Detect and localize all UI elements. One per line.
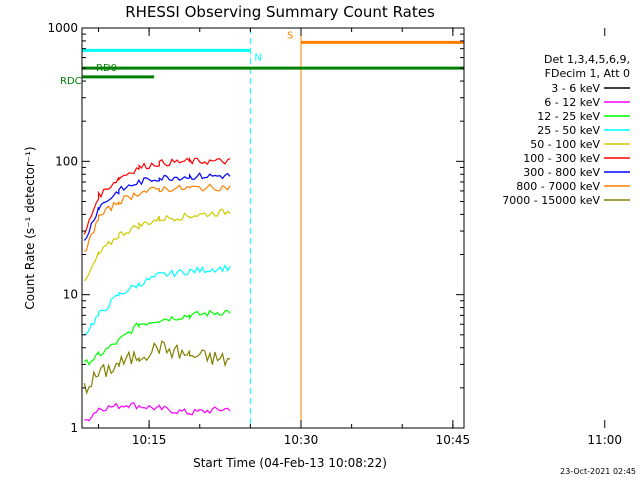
y-tick-label-0: 1 [70, 421, 78, 435]
legend-label-1: 6 - 12 keV [544, 96, 600, 109]
legend-label-8: 7000 - 15000 keV [502, 194, 600, 207]
legend-header-line-1: Det 1,3,4,5,6,9, [544, 53, 630, 66]
legend-header-line-2: FDecim 1, Att 0 [545, 67, 630, 80]
x-tick-label-2: 10:45 [436, 433, 471, 447]
datestamp: 23-Oct-2021 02:45 [560, 467, 636, 476]
x-tick-label-0: 10:15 [132, 433, 167, 447]
y-axis-label: Count Rate (s⁻¹ detector⁻¹) [23, 146, 37, 309]
series-line-8 [83, 340, 231, 395]
x-tick-label-3: 11:00 [587, 433, 622, 447]
marker-label-0: S [287, 30, 293, 41]
series-line-1 [84, 402, 231, 422]
series-line-7 [83, 183, 231, 253]
marker-label-4: RD0 [96, 63, 117, 74]
marker-label-5: RDC [60, 76, 82, 87]
series-line-4 [83, 208, 231, 282]
series-line-5 [83, 156, 231, 235]
legend-label-3: 25 - 50 keV [537, 124, 600, 137]
series-line-3 [84, 263, 231, 335]
axes: 10:1510:3010:4511:0011:1511:3011:4511010… [47, 21, 622, 447]
y-tick-label-3: 1000 [47, 21, 78, 35]
plot-area [82, 28, 464, 428]
x-axis-label: Start Time (04-Feb-13 10:08:22) [193, 456, 387, 470]
legend-label-6: 300 - 800 keV [523, 166, 600, 179]
series-line-6 [83, 172, 231, 241]
marker-label-2: N [254, 52, 261, 63]
y-tick-label-1: 10 [63, 288, 78, 302]
plot-frame [81, 27, 465, 429]
legend-label-7: 800 - 7000 keV [516, 180, 600, 193]
chart-title: RHESSI Observing Summary Count Rates [125, 3, 435, 21]
legend-label-0: 3 - 6 keV [551, 82, 600, 95]
legend-label-4: 50 - 100 keV [530, 138, 600, 151]
series-line-2 [83, 309, 231, 366]
y-tick-label-2: 100 [55, 154, 78, 168]
x-tick-label-1: 10:30 [284, 433, 319, 447]
legend-label-2: 12 - 25 keV [537, 110, 600, 123]
legend-label-5: 100 - 300 keV [523, 152, 600, 165]
